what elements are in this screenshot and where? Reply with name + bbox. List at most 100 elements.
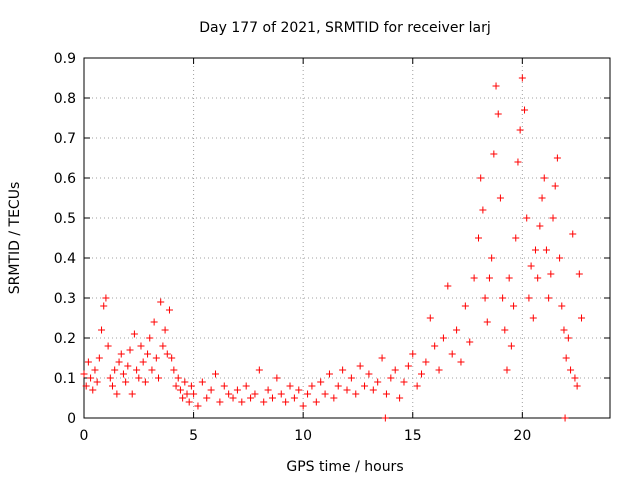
data-point: [317, 378, 325, 386]
data-point: [426, 314, 434, 322]
data-point: [409, 350, 417, 358]
data-point: [119, 370, 127, 378]
data-point: [453, 326, 461, 334]
data-point: [422, 358, 430, 366]
data-point: [106, 374, 114, 382]
data-point: [490, 150, 498, 158]
y-axis-label: SRMTID / TECUs: [7, 182, 23, 295]
data-point: [185, 398, 193, 406]
data-point: [170, 366, 178, 374]
data-point: [152, 354, 160, 362]
data-point: [400, 378, 408, 386]
data-point: [525, 294, 533, 302]
data-point: [233, 386, 241, 394]
y-tick-label: 0.4: [54, 251, 76, 267]
data-point: [369, 386, 377, 394]
data-point: [113, 390, 121, 398]
x-axis-label: GPS time / hours: [286, 459, 403, 475]
data-point: [135, 374, 143, 382]
data-point: [161, 326, 169, 334]
data-point: [492, 82, 500, 90]
data-point: [198, 378, 206, 386]
data-point: [183, 390, 191, 398]
data-point: [229, 394, 237, 402]
x-tick-label: 5: [189, 428, 198, 444]
data-point: [339, 366, 347, 374]
data-point: [457, 358, 465, 366]
data-point: [150, 318, 158, 326]
data-point: [343, 386, 351, 394]
data-point: [168, 354, 176, 362]
data-point: [108, 382, 116, 390]
data-point: [187, 382, 195, 390]
data-point: [418, 370, 426, 378]
data-point: [277, 390, 285, 398]
data-point: [122, 378, 130, 386]
data-point: [365, 370, 373, 378]
data-point: [93, 378, 101, 386]
data-point: [238, 398, 246, 406]
data-point: [190, 390, 198, 398]
data-point: [571, 374, 579, 382]
data-point: [179, 394, 187, 402]
data-point: [212, 370, 219, 378]
data-point: [247, 394, 255, 402]
data-point: [361, 382, 369, 390]
data-point: [466, 338, 474, 346]
data-point: [483, 318, 491, 326]
data-point: [378, 354, 386, 362]
data-point: [260, 398, 268, 406]
data-point: [356, 362, 364, 370]
data-point: [564, 334, 572, 342]
y-tick-label: 0.3: [54, 291, 76, 307]
data-point: [404, 362, 412, 370]
data-point: [558, 302, 566, 310]
data-point: [251, 390, 259, 398]
data-point: [308, 382, 316, 390]
data-point: [163, 350, 171, 358]
data-point: [207, 386, 215, 394]
data-point: [347, 374, 355, 382]
data-point: [128, 390, 136, 398]
data-point: [575, 270, 583, 278]
data-point: [220, 382, 228, 390]
data-point: [496, 194, 504, 202]
data-point: [529, 314, 537, 322]
data-point: [102, 294, 110, 302]
data-point: [514, 158, 522, 166]
data-point: [124, 362, 132, 370]
data-point: [485, 274, 493, 282]
data-point: [461, 302, 469, 310]
data-point: [176, 386, 184, 394]
data-point: [477, 174, 485, 182]
y-tick-label: 0.8: [54, 91, 76, 107]
data-point: [439, 334, 447, 342]
data-point: [505, 274, 513, 282]
data-point: [448, 350, 456, 358]
data-point: [268, 394, 276, 402]
data-point: [295, 386, 303, 394]
data-point: [527, 262, 535, 270]
data-point: [413, 382, 421, 390]
data-point: [479, 206, 487, 214]
axis-ticks: 0 0.1 0.2 0.3 0.4 0.5 0.6 0.7 0.8 0.9 0 5 10 15 20: [54, 51, 610, 444]
plot-frame: [83, 57, 611, 419]
data-point: [334, 382, 342, 390]
data-point: [89, 386, 97, 394]
data-point: [569, 230, 577, 238]
data-point: [137, 342, 145, 350]
data-point: [556, 254, 564, 262]
data-point: [115, 358, 123, 366]
data-point: [542, 246, 550, 254]
data-points: [80, 74, 586, 422]
data-point: [553, 154, 561, 162]
data-point: [518, 74, 526, 82]
data-point: [545, 294, 553, 302]
data-point: [567, 366, 575, 374]
data-point: [534, 274, 542, 282]
data-point: [381, 414, 389, 422]
data-point: [531, 246, 539, 254]
data-point: [194, 402, 202, 410]
y-tick-label: 0.9: [54, 51, 76, 67]
data-point: [203, 394, 211, 402]
